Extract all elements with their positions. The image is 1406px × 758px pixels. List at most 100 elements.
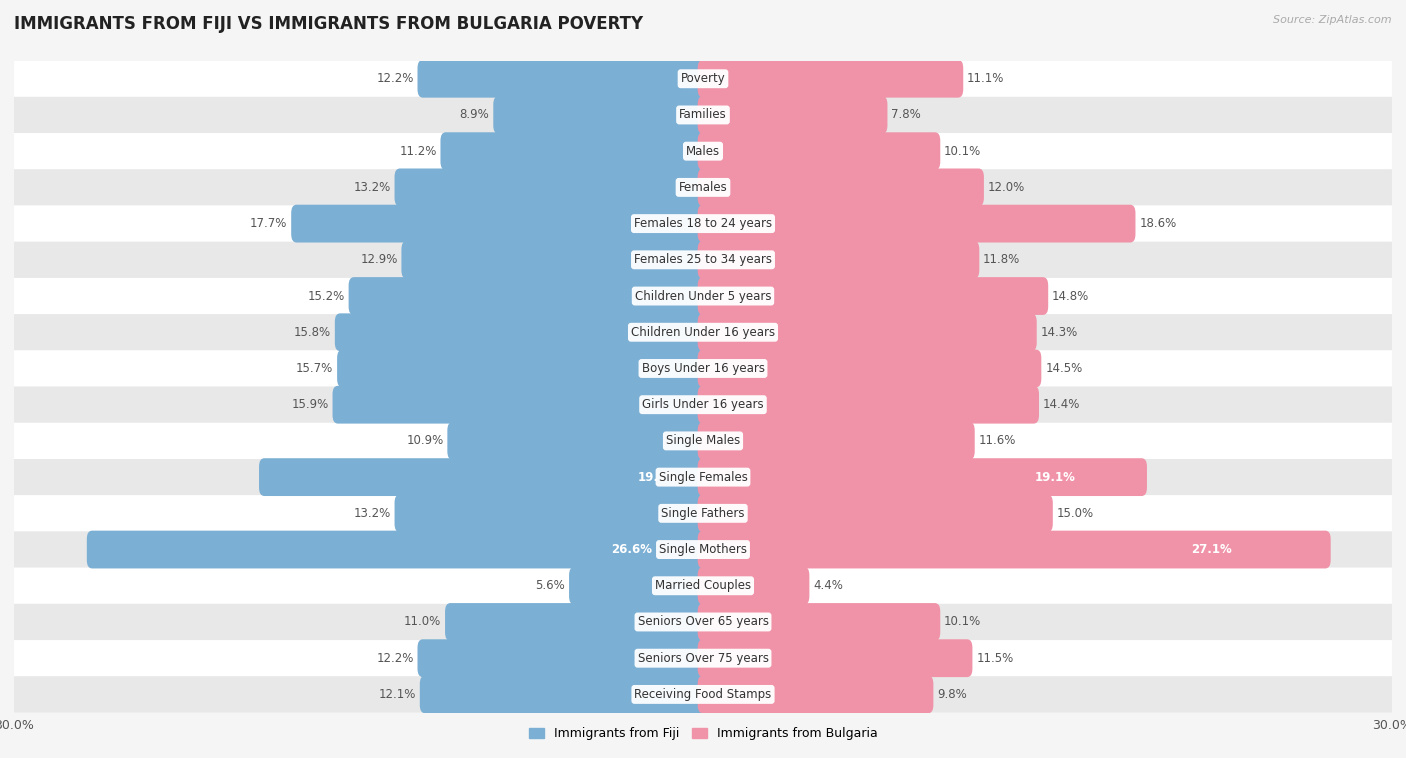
Text: 11.1%: 11.1% — [967, 72, 1004, 85]
FancyBboxPatch shape — [697, 386, 1039, 424]
Text: Receiving Food Stamps: Receiving Food Stamps — [634, 688, 772, 701]
Text: Females: Females — [679, 181, 727, 194]
FancyBboxPatch shape — [14, 531, 1392, 568]
FancyBboxPatch shape — [697, 459, 1147, 496]
Text: 15.8%: 15.8% — [294, 326, 330, 339]
FancyBboxPatch shape — [14, 423, 1392, 459]
Text: 14.3%: 14.3% — [1040, 326, 1078, 339]
Text: 12.1%: 12.1% — [378, 688, 416, 701]
Text: Source: ZipAtlas.com: Source: ZipAtlas.com — [1274, 15, 1392, 25]
FancyBboxPatch shape — [395, 168, 709, 206]
FancyBboxPatch shape — [14, 242, 1392, 278]
FancyBboxPatch shape — [14, 133, 1392, 169]
Text: 7.8%: 7.8% — [891, 108, 921, 121]
Text: 18.6%: 18.6% — [1139, 217, 1177, 230]
FancyBboxPatch shape — [337, 349, 709, 387]
FancyBboxPatch shape — [291, 205, 709, 243]
Text: Single Fathers: Single Fathers — [661, 507, 745, 520]
Text: 9.8%: 9.8% — [938, 688, 967, 701]
Text: 12.2%: 12.2% — [377, 652, 413, 665]
FancyBboxPatch shape — [697, 205, 1136, 243]
FancyBboxPatch shape — [14, 97, 1392, 133]
Text: 4.4%: 4.4% — [813, 579, 844, 592]
FancyBboxPatch shape — [14, 640, 1392, 676]
Text: 12.0%: 12.0% — [988, 181, 1025, 194]
FancyBboxPatch shape — [697, 639, 973, 677]
FancyBboxPatch shape — [446, 603, 709, 641]
FancyBboxPatch shape — [14, 604, 1392, 640]
Text: 11.5%: 11.5% — [976, 652, 1014, 665]
Text: 10.1%: 10.1% — [945, 615, 981, 628]
FancyBboxPatch shape — [259, 459, 709, 496]
FancyBboxPatch shape — [14, 568, 1392, 604]
Text: 15.7%: 15.7% — [297, 362, 333, 375]
FancyBboxPatch shape — [697, 96, 887, 134]
Text: 10.9%: 10.9% — [406, 434, 443, 447]
FancyBboxPatch shape — [14, 278, 1392, 314]
FancyBboxPatch shape — [14, 350, 1392, 387]
FancyBboxPatch shape — [335, 313, 709, 351]
Text: Single Females: Single Females — [658, 471, 748, 484]
Text: 15.0%: 15.0% — [1057, 507, 1094, 520]
Text: 19.1%: 19.1% — [637, 471, 678, 484]
Text: 26.6%: 26.6% — [612, 543, 652, 556]
Text: 11.8%: 11.8% — [983, 253, 1021, 266]
Text: Poverty: Poverty — [681, 72, 725, 85]
FancyBboxPatch shape — [697, 241, 980, 279]
FancyBboxPatch shape — [14, 495, 1392, 531]
Text: Females 18 to 24 years: Females 18 to 24 years — [634, 217, 772, 230]
Text: Males: Males — [686, 145, 720, 158]
FancyBboxPatch shape — [697, 277, 1049, 315]
FancyBboxPatch shape — [697, 603, 941, 641]
FancyBboxPatch shape — [697, 60, 963, 98]
Text: Families: Families — [679, 108, 727, 121]
Text: Single Mothers: Single Mothers — [659, 543, 747, 556]
FancyBboxPatch shape — [697, 494, 1053, 532]
FancyBboxPatch shape — [395, 494, 709, 532]
Text: Children Under 16 years: Children Under 16 years — [631, 326, 775, 339]
FancyBboxPatch shape — [14, 205, 1392, 242]
FancyBboxPatch shape — [697, 531, 1330, 568]
FancyBboxPatch shape — [87, 531, 709, 568]
Text: 11.6%: 11.6% — [979, 434, 1017, 447]
Text: Seniors Over 75 years: Seniors Over 75 years — [637, 652, 769, 665]
Text: 12.9%: 12.9% — [360, 253, 398, 266]
FancyBboxPatch shape — [697, 349, 1042, 387]
Text: 8.9%: 8.9% — [460, 108, 489, 121]
FancyBboxPatch shape — [494, 96, 709, 134]
Text: 12.2%: 12.2% — [377, 72, 413, 85]
Text: 27.1%: 27.1% — [1191, 543, 1232, 556]
Text: Females 25 to 34 years: Females 25 to 34 years — [634, 253, 772, 266]
FancyBboxPatch shape — [14, 459, 1392, 495]
Text: Girls Under 16 years: Girls Under 16 years — [643, 398, 763, 411]
FancyBboxPatch shape — [349, 277, 709, 315]
FancyBboxPatch shape — [418, 60, 709, 98]
Text: 11.0%: 11.0% — [404, 615, 441, 628]
Text: Single Males: Single Males — [666, 434, 740, 447]
Text: 15.9%: 15.9% — [291, 398, 329, 411]
Text: 15.2%: 15.2% — [308, 290, 344, 302]
FancyBboxPatch shape — [697, 422, 974, 460]
FancyBboxPatch shape — [418, 639, 709, 677]
FancyBboxPatch shape — [697, 567, 810, 605]
Text: 13.2%: 13.2% — [353, 507, 391, 520]
Text: 14.4%: 14.4% — [1043, 398, 1080, 411]
Text: IMMIGRANTS FROM FIJI VS IMMIGRANTS FROM BULGARIA POVERTY: IMMIGRANTS FROM FIJI VS IMMIGRANTS FROM … — [14, 15, 643, 33]
Text: Children Under 5 years: Children Under 5 years — [634, 290, 772, 302]
Text: 17.7%: 17.7% — [250, 217, 287, 230]
Text: 5.6%: 5.6% — [536, 579, 565, 592]
FancyBboxPatch shape — [420, 675, 709, 713]
FancyBboxPatch shape — [333, 386, 709, 424]
Text: 14.5%: 14.5% — [1045, 362, 1083, 375]
FancyBboxPatch shape — [14, 387, 1392, 423]
FancyBboxPatch shape — [440, 133, 709, 170]
Text: Boys Under 16 years: Boys Under 16 years — [641, 362, 765, 375]
FancyBboxPatch shape — [14, 169, 1392, 205]
Text: 13.2%: 13.2% — [353, 181, 391, 194]
FancyBboxPatch shape — [14, 314, 1392, 350]
Legend: Immigrants from Fiji, Immigrants from Bulgaria: Immigrants from Fiji, Immigrants from Bu… — [523, 722, 883, 745]
FancyBboxPatch shape — [697, 133, 941, 170]
FancyBboxPatch shape — [569, 567, 709, 605]
FancyBboxPatch shape — [14, 676, 1392, 713]
Text: Married Couples: Married Couples — [655, 579, 751, 592]
